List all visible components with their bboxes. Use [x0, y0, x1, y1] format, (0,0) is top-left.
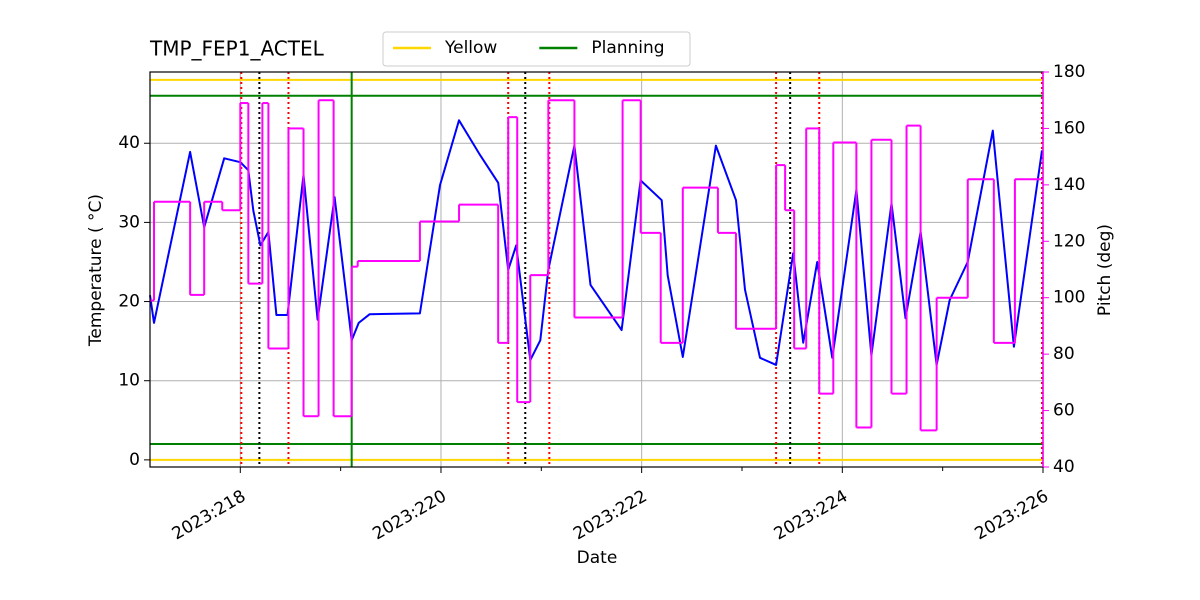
y-tick-label: 40 [118, 133, 140, 153]
y-tick-label: 20 [118, 292, 140, 312]
x-tick-label: 2023:222 [570, 486, 651, 544]
y2-tick-label: 120 [1053, 231, 1085, 251]
y2-tick-label: 80 [1053, 344, 1075, 364]
chart-title: TMP_FEP1_ACTEL [149, 37, 325, 61]
legend-label: Planning [591, 38, 664, 58]
plot-frame [149, 71, 1044, 468]
legend-label: Yellow [444, 38, 497, 58]
x-tick-label: 2023:220 [369, 486, 450, 544]
y2-tick-label: 180 [1053, 62, 1085, 82]
x-tick-label: 2023:224 [771, 486, 852, 544]
y2-tick-label: 160 [1053, 118, 1085, 138]
legend-box [382, 31, 691, 67]
y2-tick-label: 40 [1053, 457, 1075, 477]
y2-axis-label: Pitch (deg) [1095, 224, 1115, 316]
y2-tick-label: 100 [1053, 288, 1085, 308]
y2-tick-label: 140 [1053, 175, 1085, 195]
y2-tick-label: 60 [1053, 401, 1075, 421]
y-axis-label: Temperature ( °C) [86, 194, 106, 347]
y-tick-label: 10 [118, 371, 140, 391]
x-axis-label: Date [577, 548, 618, 568]
y-tick-label: 30 [118, 212, 140, 232]
x-tick-label: 2023:226 [971, 486, 1052, 544]
y-tick-label: 0 [129, 450, 140, 470]
temperature-line [149, 119, 1043, 366]
x-tick-label: 2023:218 [169, 486, 250, 544]
